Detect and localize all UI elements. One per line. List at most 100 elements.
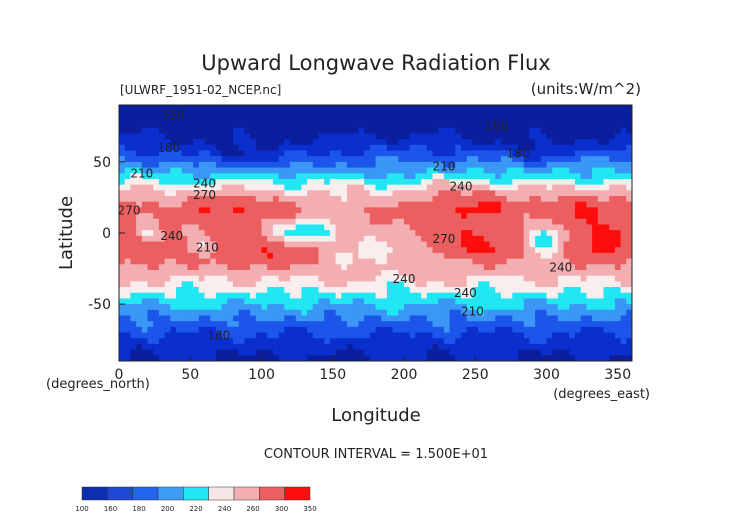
field-cell <box>295 304 302 311</box>
field-cell <box>392 343 399 351</box>
field-cell <box>557 122 564 129</box>
field-cell <box>176 167 183 174</box>
field-cell <box>563 258 570 265</box>
field-cell <box>483 287 490 294</box>
field-cell <box>597 349 604 356</box>
field-cell <box>233 184 240 191</box>
field-cell <box>255 332 262 339</box>
field-cell <box>215 321 222 328</box>
field-cell <box>620 139 627 146</box>
field-cell <box>136 338 143 345</box>
field-cell <box>153 218 160 225</box>
field-cell <box>164 241 171 248</box>
field-cell <box>575 269 582 277</box>
field-cell <box>181 338 188 345</box>
field-cell <box>432 309 439 316</box>
field-cell <box>495 241 502 248</box>
field-cell <box>404 355 411 361</box>
field-cell <box>278 127 285 134</box>
field-cell <box>381 258 388 265</box>
field-cell <box>250 321 257 328</box>
field-cell <box>575 167 582 174</box>
field-cell <box>204 110 211 117</box>
field-cell <box>130 218 137 225</box>
field-cell <box>141 264 148 271</box>
field-cell <box>404 281 411 288</box>
field-cell <box>478 139 485 146</box>
field-cell <box>421 105 428 112</box>
field-cell <box>358 287 365 294</box>
field-cell <box>449 161 456 168</box>
field-cell <box>221 133 228 140</box>
field-cell <box>603 178 610 186</box>
field-cell <box>535 105 542 112</box>
field-cell <box>119 178 126 186</box>
field-cell <box>187 122 194 129</box>
field-cell <box>404 321 411 328</box>
field-cell <box>620 150 627 157</box>
field-cell <box>193 173 200 180</box>
field-cell <box>518 355 525 361</box>
field-cell <box>586 144 593 151</box>
field-cell <box>495 269 502 277</box>
field-cell <box>575 144 582 151</box>
field-cell <box>478 252 485 259</box>
field-cell <box>392 161 399 168</box>
field-cell <box>557 321 564 328</box>
field-cell <box>518 247 525 254</box>
field-cell <box>301 343 308 351</box>
field-cell <box>512 315 519 322</box>
field-cell <box>386 315 393 322</box>
field-cell <box>295 292 302 299</box>
field-cell <box>130 315 137 322</box>
field-cell <box>358 173 365 180</box>
field-cell <box>170 184 177 191</box>
field-cell <box>141 269 148 277</box>
field-cell <box>329 338 336 345</box>
contour-label: 270 <box>432 232 455 246</box>
field-cell <box>210 252 217 259</box>
field-cell <box>540 190 547 197</box>
field-cell <box>272 349 279 356</box>
field-cell <box>295 224 302 231</box>
field-cell <box>335 127 342 134</box>
field-cell <box>329 190 336 197</box>
field-cell <box>478 184 485 191</box>
field-cell <box>136 343 143 351</box>
field-cell <box>575 173 582 180</box>
field-cell <box>176 235 183 242</box>
field-cell <box>227 281 234 288</box>
field-cell <box>461 269 468 277</box>
field-cell <box>347 241 354 248</box>
field-cell <box>358 264 365 271</box>
field-cell <box>540 304 547 311</box>
field-cell <box>609 156 616 163</box>
field-cell <box>597 230 604 237</box>
field-cell <box>290 287 297 294</box>
field-cell <box>187 116 194 123</box>
field-cell <box>375 144 382 151</box>
field-cell <box>586 150 593 157</box>
field-cell <box>580 213 587 220</box>
field-cell <box>307 275 314 282</box>
field-cell <box>466 269 473 277</box>
field-cell <box>620 144 627 151</box>
field-cell <box>267 105 274 112</box>
field-cell <box>552 247 559 254</box>
field-cell <box>347 133 354 140</box>
field-cell <box>187 224 194 231</box>
field-cell <box>227 309 234 316</box>
field-cell <box>392 264 399 271</box>
field-cell <box>500 349 507 356</box>
field-cell <box>215 326 222 333</box>
field-cell <box>381 150 388 157</box>
field-cell <box>597 190 604 197</box>
field-cell <box>255 178 262 186</box>
field-cell <box>398 213 405 220</box>
field-cell <box>261 230 268 237</box>
field-cell <box>233 275 240 282</box>
field-cell <box>318 264 325 271</box>
field-cell <box>415 218 422 225</box>
field-cell <box>529 332 536 339</box>
field-cell <box>614 110 621 117</box>
